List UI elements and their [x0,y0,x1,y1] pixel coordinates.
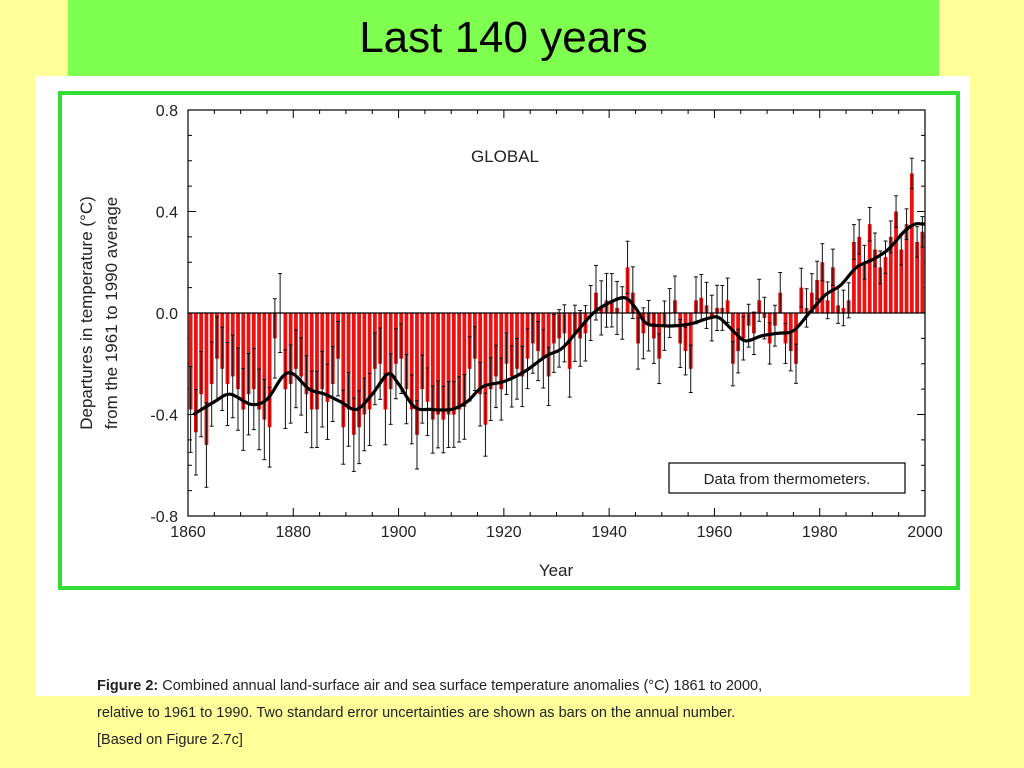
anomaly-bar [367,313,372,410]
anomaly-bar [862,262,867,313]
anomaly-bar [899,249,904,313]
anomaly-bar [483,313,488,425]
anomaly-bar [888,236,893,313]
plot-area-border [187,109,926,517]
chart-title: GLOBAL [471,147,539,166]
anomaly-bar [478,313,483,395]
anomaly-bar [462,313,467,407]
anomaly-bar [204,313,209,445]
anomaly-bar [409,313,414,410]
x-tick-label: 2000 [907,524,943,541]
anomaly-bar [420,313,425,390]
anomaly-bar [425,313,430,402]
anomaly-bar [188,313,193,410]
anomaly-bar [441,313,446,420]
smoothed-trend-line [192,222,926,416]
x-axis-label: Year [539,561,574,580]
anomaly-bar [457,313,462,410]
anomaly-bar [509,313,514,377]
x-tick-label: 1920 [486,524,522,541]
anomaly-bar [499,313,504,390]
anomaly-bar [873,249,877,313]
anomaly-bar [430,313,435,420]
x-tick-label: 1980 [802,524,838,541]
x-tick-label: 1880 [275,524,311,541]
y-tick-label: 0.8 [156,103,178,120]
anomaly-bar [257,313,261,410]
anomaly-bar [341,313,346,428]
anomaly-bar [388,313,393,390]
caption-line-2: relative to 1961 to 1990. Two standard e… [97,705,736,721]
anomaly-bar [362,313,367,415]
anomaly-bar [357,313,361,428]
anomaly-bar [351,313,356,435]
caption-line-3: [Based on Figure 2.7c] [97,732,243,748]
anomaly-bar [267,313,272,428]
caption-label: Figure 2: [97,678,159,694]
anomaly-bar [909,173,914,313]
anomaly-bar [894,211,898,313]
anomaly-bar [920,231,925,313]
anomaly-bar [494,313,498,377]
anomaly-bar [857,236,862,313]
anomaly-bar [241,313,246,410]
anomaly-bar [446,313,451,415]
annotation-box: Data from thermometers. [668,462,906,494]
figure-panel: 0.8 0.4 0.0 -0.4 -0.8 1860 1880 1900 1920 1940 196… [35,76,970,748]
anomaly-bar [878,267,883,313]
anomaly-bar [451,313,456,415]
caption-line-1: Combined annual land-surface air and sea… [158,678,763,694]
anomaly-bar [820,262,825,313]
anomaly-bar [383,313,388,410]
y-tick-label: 0.0 [156,306,178,323]
chart-frame [58,91,960,590]
anomaly-bar [346,313,351,410]
anomaly-bar [915,241,919,313]
anomaly-bar [415,313,419,435]
anomaly-bar [194,313,198,433]
anomaly-bar [852,241,856,313]
y-axis-label-line2: from the 1961 to 1990 average [102,197,121,430]
anomaly-bar [488,313,493,390]
slide-title-bar: Last 140 years [68,0,939,76]
slide-title: Last 140 years [359,13,648,62]
anomaly-bar [325,313,330,402]
anomaly-bar [315,313,319,410]
y-tick-label: 0.4 [156,205,178,222]
x-tick-label: 1960 [697,524,733,541]
figure-caption: Figure 2: Combined annual land-surface a… [97,673,987,754]
anomaly-bar [904,224,909,313]
anomaly-bar [546,313,551,377]
anomaly-bar [304,313,309,395]
anomaly-bar [867,224,872,313]
anomaly-bar [436,313,440,415]
anomaly-bar [404,313,409,390]
y-axis-label: Departures in temperature (°C) [77,196,96,430]
anomaly-bar [794,313,798,364]
anomaly-bar [730,313,735,364]
annotation-text: Data from thermometers. [704,471,871,488]
anomaly-bar [309,313,314,410]
y-tick-label: -0.8 [150,509,178,526]
anomaly-bar [262,313,267,420]
x-tick-label: 1940 [591,524,627,541]
anomaly-bar [883,257,888,313]
anomaly-bar [520,313,525,377]
x-tick-label: 1860 [170,524,206,541]
x-tick-label: 1900 [381,524,417,541]
anomaly-bar [688,313,693,369]
y-tick-label: -0.4 [150,408,178,425]
